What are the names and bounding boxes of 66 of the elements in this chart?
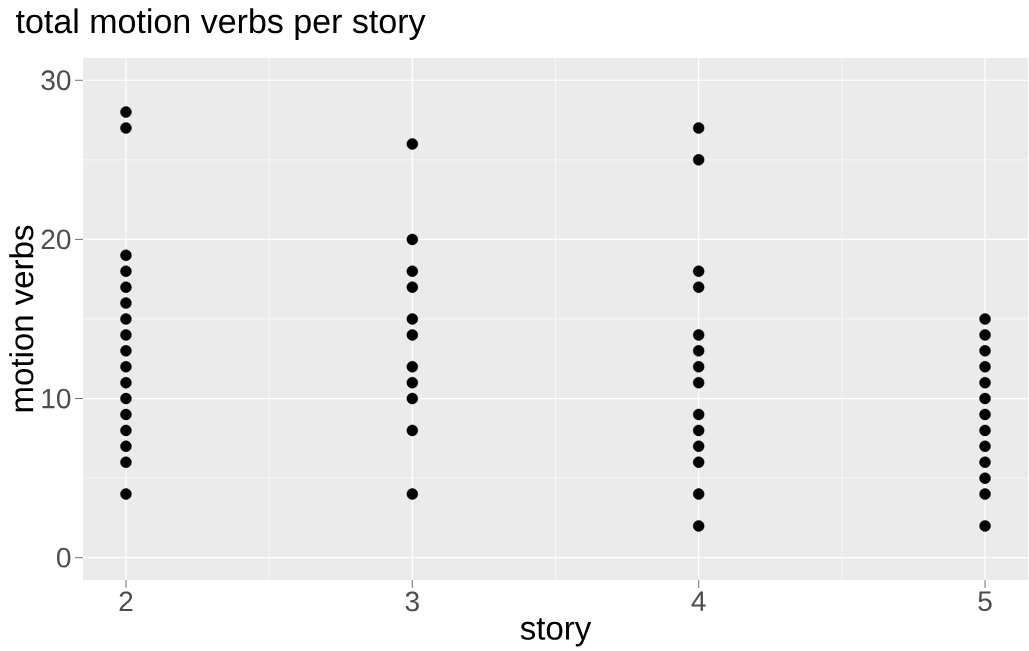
x-tick-label: 5 bbox=[978, 591, 992, 612]
point bbox=[692, 456, 705, 468]
point bbox=[120, 488, 132, 500]
chart-title: total motion verbs per story bbox=[16, 8, 426, 41]
y-axis-title: motion verbs bbox=[9, 225, 34, 412]
point bbox=[120, 281, 132, 293]
point bbox=[120, 297, 132, 309]
point bbox=[406, 376, 419, 389]
point bbox=[406, 488, 419, 500]
point bbox=[120, 424, 132, 437]
point bbox=[692, 520, 705, 532]
point bbox=[120, 376, 132, 389]
point bbox=[120, 249, 132, 262]
point bbox=[406, 361, 419, 373]
point bbox=[692, 329, 705, 341]
point bbox=[979, 392, 991, 405]
point bbox=[979, 472, 991, 484]
point bbox=[979, 361, 991, 373]
point bbox=[979, 313, 991, 325]
point bbox=[406, 138, 419, 150]
point bbox=[692, 122, 705, 134]
point bbox=[979, 440, 991, 452]
point bbox=[692, 361, 705, 373]
point bbox=[120, 122, 132, 134]
point bbox=[406, 281, 419, 293]
y-tick-label: 20 bbox=[41, 229, 71, 250]
x-tick-label: 2 bbox=[119, 591, 133, 612]
point bbox=[406, 424, 419, 437]
point bbox=[692, 440, 705, 452]
point bbox=[979, 520, 991, 532]
point bbox=[120, 313, 132, 325]
y-tick-label: 10 bbox=[42, 388, 71, 409]
point bbox=[406, 313, 419, 325]
point bbox=[406, 233, 419, 246]
point bbox=[692, 281, 705, 293]
point bbox=[692, 265, 705, 277]
x-tick-label: 3 bbox=[405, 591, 419, 612]
point bbox=[692, 376, 705, 389]
point bbox=[979, 408, 991, 421]
point bbox=[979, 376, 991, 389]
point bbox=[979, 488, 991, 500]
point bbox=[692, 154, 705, 166]
point bbox=[120, 361, 132, 373]
x-tick-label: 4 bbox=[691, 591, 706, 611]
point bbox=[979, 424, 991, 437]
point bbox=[120, 345, 132, 357]
point bbox=[692, 408, 705, 421]
point bbox=[120, 265, 132, 277]
point bbox=[120, 329, 132, 341]
point bbox=[979, 345, 991, 357]
x-axis-title: story bbox=[520, 618, 592, 647]
point bbox=[692, 345, 705, 357]
point bbox=[692, 488, 705, 500]
point bbox=[120, 106, 132, 118]
point bbox=[406, 265, 419, 277]
point bbox=[406, 329, 419, 341]
point bbox=[979, 329, 991, 341]
point bbox=[120, 408, 132, 421]
point bbox=[120, 456, 132, 468]
point bbox=[979, 456, 991, 468]
point bbox=[120, 440, 132, 452]
point bbox=[692, 424, 705, 437]
y-tick-label: 0 bbox=[57, 547, 71, 568]
point bbox=[120, 392, 132, 405]
point bbox=[406, 392, 419, 405]
y-tick-label: 30 bbox=[41, 70, 71, 91]
